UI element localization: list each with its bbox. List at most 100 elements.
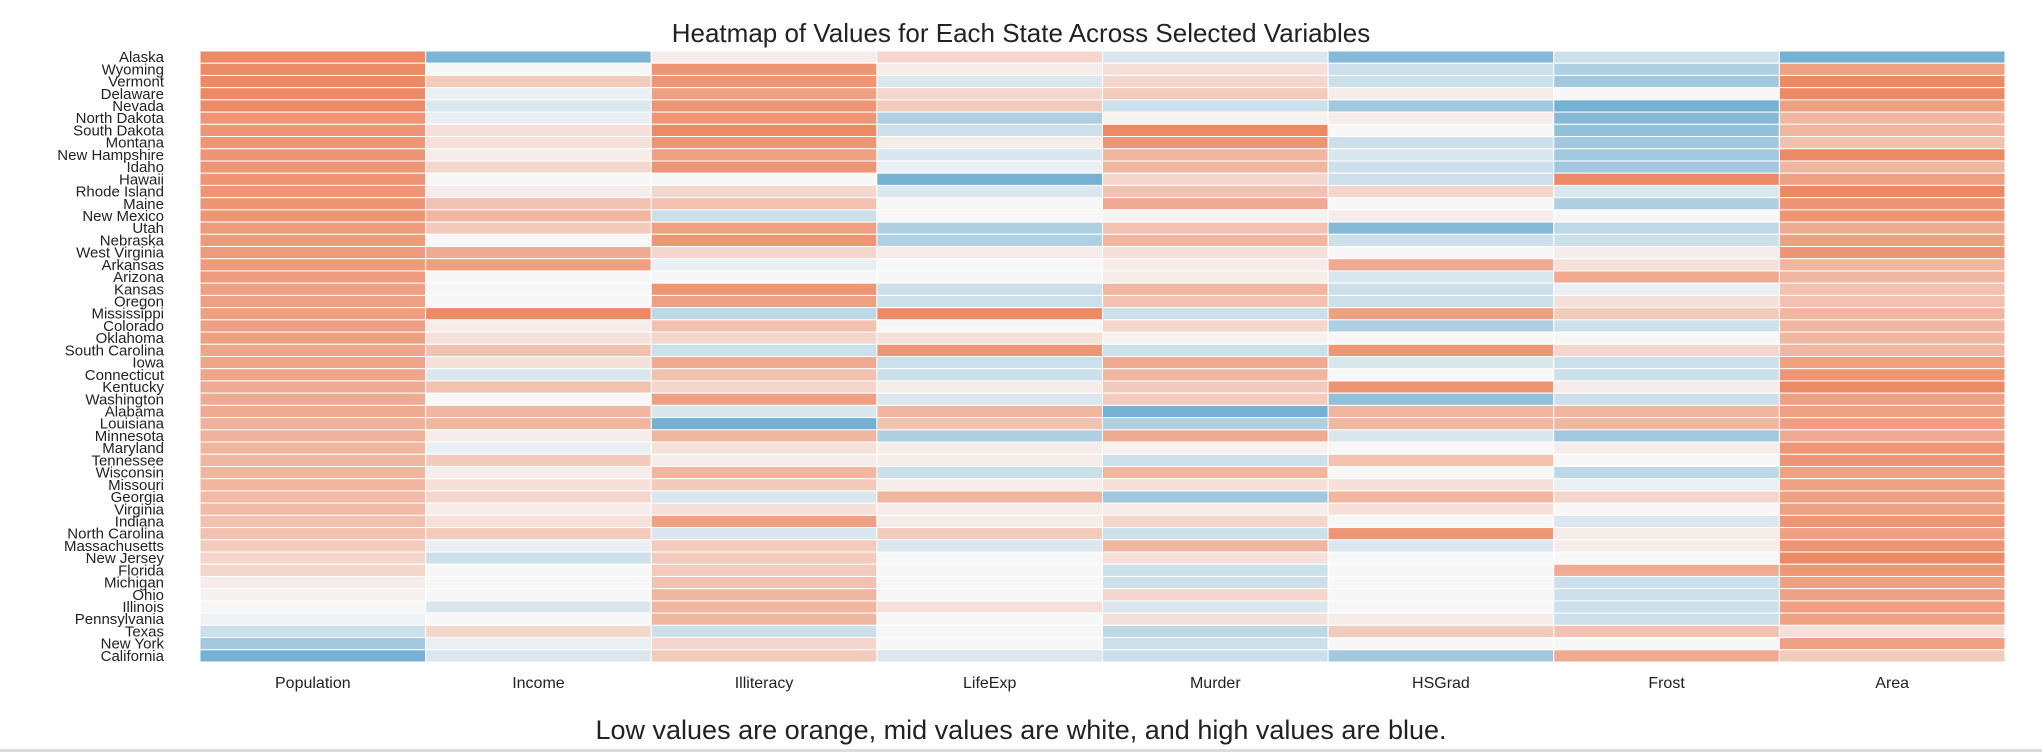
heatmap-cell <box>199 233 427 248</box>
heatmap-cell <box>425 331 652 345</box>
heatmap-cell <box>1102 74 1329 89</box>
heatmap-cell <box>1778 209 2006 223</box>
heatmap-cell <box>199 649 427 663</box>
heatmap-cell <box>425 221 652 235</box>
heatmap-cell <box>650 392 878 406</box>
row-label: North Carolina <box>67 526 164 543</box>
heatmap-cell <box>1327 331 1555 345</box>
heatmap-cell <box>1102 624 1329 639</box>
row-label: Vermont <box>108 74 165 91</box>
heatmap-cell <box>1327 539 1555 553</box>
heatmap-cell <box>1327 50 1555 64</box>
heatmap-cell <box>1778 62 2006 76</box>
heatmap-cell <box>1327 453 1555 467</box>
column-labels: Population Income Illiteracy LifeExp Murder H… <box>275 675 1909 692</box>
heatmap-cell <box>199 197 427 211</box>
heatmap-cell <box>1327 62 1555 76</box>
heatmap-cell <box>1778 637 2006 651</box>
heatmap-cell <box>199 612 427 626</box>
heatmap-cell <box>1327 527 1555 541</box>
column-label: LifeExp <box>963 675 1016 692</box>
heatmap-cell <box>1778 575 2006 590</box>
heatmap-cell <box>1327 502 1555 516</box>
heatmap-cell <box>1553 294 1780 309</box>
heatmap-cell <box>425 99 652 113</box>
heatmap-cell <box>650 490 878 504</box>
heatmap-cell <box>1102 62 1329 76</box>
heatmap-cell <box>650 514 878 529</box>
row-label: Texas <box>125 623 164 640</box>
heatmap-cell <box>650 380 878 394</box>
column-label: Area <box>1875 675 1909 692</box>
heatmap-cell <box>1102 380 1329 394</box>
heatmap-cell <box>1778 246 2006 260</box>
heatmap-cell <box>1553 246 1780 260</box>
heatmap-cell <box>1327 246 1555 260</box>
heatmap-cell <box>199 551 427 565</box>
heatmap-cell <box>1102 356 1329 370</box>
heatmap-cell <box>650 539 878 553</box>
heatmap-cell <box>1102 258 1329 272</box>
heatmap-cell <box>425 319 652 333</box>
heatmap-cell <box>425 270 652 284</box>
row-label: Michigan <box>104 575 164 592</box>
heatmap-cell <box>1553 111 1780 125</box>
heatmap-cell <box>199 624 427 639</box>
heatmap-cell <box>1102 392 1329 406</box>
row-label: Nebraska <box>100 232 165 249</box>
heatmap-cell <box>1102 588 1329 602</box>
row-label: Colorado <box>103 318 164 335</box>
heatmap-cell <box>425 514 652 529</box>
heatmap-cell <box>1553 417 1780 431</box>
heatmap-cell <box>876 380 1103 394</box>
column-label: Income <box>512 675 565 692</box>
row-label: North Dakota <box>76 110 165 127</box>
row-label: Minnesota <box>95 428 165 445</box>
heatmap-cell <box>425 575 652 590</box>
heatmap-cell <box>1553 307 1780 321</box>
heatmap-cell <box>1102 148 1329 162</box>
heatmap-cell <box>1327 282 1555 296</box>
column-label: Frost <box>1648 675 1685 692</box>
heatmap-cell <box>1327 87 1555 101</box>
heatmap-cell <box>425 160 652 174</box>
heatmap-cell <box>1327 111 1555 125</box>
heatmap-cell <box>1778 356 2006 370</box>
heatmap-cell <box>199 99 427 113</box>
heatmap-cell <box>199 600 427 614</box>
heatmap-cell <box>1102 319 1329 333</box>
heatmap-cell <box>1327 563 1555 577</box>
heatmap-cell <box>1778 380 2006 394</box>
row-label: Virginia <box>114 501 164 518</box>
heatmap-cell <box>199 184 427 199</box>
heatmap-cell <box>1102 527 1329 541</box>
column-label: HSGrad <box>1412 675 1470 692</box>
heatmap-cell <box>1102 514 1329 529</box>
heatmap-cell <box>1102 111 1329 125</box>
heatmap-cell <box>876 649 1103 663</box>
heatmap-cell <box>1327 392 1555 406</box>
heatmap-cell <box>876 441 1103 455</box>
heatmap-cell <box>1778 87 2006 101</box>
heatmap-cell <box>1102 404 1329 419</box>
heatmap-cell <box>876 624 1103 639</box>
heatmap-cell <box>1778 294 2006 309</box>
heatmap-cell <box>425 527 652 541</box>
heatmap-cell <box>425 465 652 480</box>
heatmap-cell <box>199 356 427 370</box>
heatmap-cell <box>199 453 427 467</box>
heatmap-cell <box>199 441 427 455</box>
heatmap-cell <box>1553 136 1780 150</box>
heatmap-cell <box>1102 221 1329 235</box>
heatmap-cell <box>876 111 1103 125</box>
row-label: New York <box>101 636 165 653</box>
heatmap-cell <box>1553 184 1780 199</box>
heatmap-cell <box>199 527 427 541</box>
heatmap-cell <box>1553 209 1780 223</box>
row-label: Oklahoma <box>96 330 165 347</box>
heatmap-cell <box>1778 136 2006 150</box>
row-label: Idaho <box>126 159 164 176</box>
heatmap-cell <box>650 551 878 565</box>
heatmap-cell <box>650 99 878 113</box>
heatmap-cell <box>199 307 427 321</box>
